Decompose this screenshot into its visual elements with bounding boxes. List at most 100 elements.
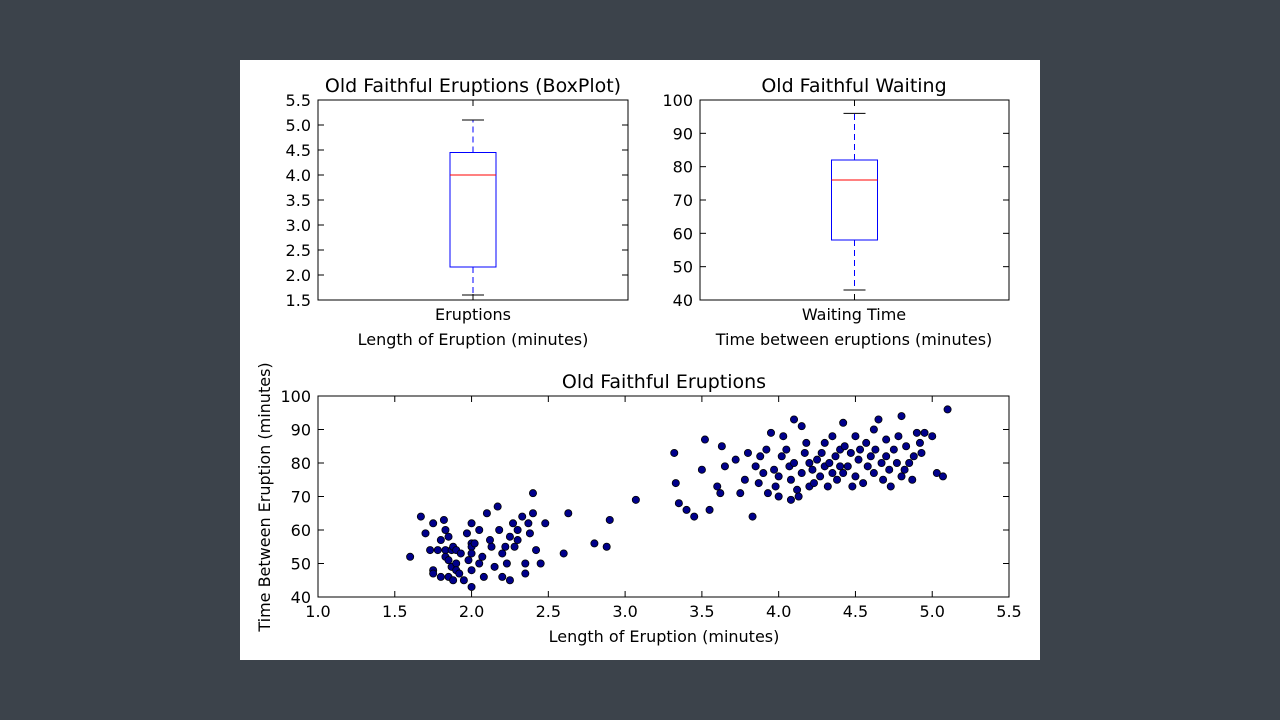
ytick-label: 100: [280, 387, 311, 406]
scatter-point: [859, 479, 868, 488]
scatter-point: [731, 455, 740, 464]
eruption-boxplot-category-label: Eruptions: [435, 305, 511, 324]
xtick-label: 1.5: [382, 602, 407, 621]
waiting-boxplot-marks: [831, 100, 878, 300]
ytick-label: 3.5: [286, 191, 311, 210]
scatter-point: [917, 448, 926, 457]
scatter-point: [521, 569, 530, 578]
scatter-point: [459, 576, 468, 585]
scatter-point: [501, 542, 510, 551]
ytick-label: 100: [662, 91, 693, 110]
scatter-point: [892, 458, 901, 467]
scatter-point: [820, 438, 829, 447]
eruption-boxplot-frame: [317, 99, 629, 301]
scatter-point: [800, 448, 809, 457]
scatter-point: [495, 525, 504, 534]
scatter-xlabel: Length of Eruption (minutes): [549, 627, 780, 646]
scatter-point: [771, 482, 780, 491]
xtick-label: 5.0: [919, 602, 944, 621]
scatter-point: [793, 485, 802, 494]
scatter-point: [736, 489, 745, 498]
scatter-point: [487, 542, 496, 551]
scatter-point: [828, 469, 837, 478]
iqr-box: [449, 152, 497, 268]
ytick-label: 90: [291, 421, 311, 440]
scatter-point: [779, 432, 788, 441]
scatter-point: [470, 539, 479, 548]
scatter-point: [740, 475, 749, 484]
scatter-point: [743, 448, 752, 457]
scatter-point: [823, 482, 832, 491]
scatter-point: [464, 556, 473, 565]
scatter-point: [897, 412, 906, 421]
scatter-point: [833, 475, 842, 484]
scatter-point: [605, 515, 614, 524]
scatter-point: [938, 472, 947, 481]
scatter-point: [525, 529, 534, 538]
scatter-point: [846, 448, 855, 457]
scatter-point: [871, 445, 880, 454]
scatter-point: [510, 542, 519, 551]
xtick-label: 2.0: [459, 602, 484, 621]
scatter-point: [762, 445, 771, 454]
scatter-point: [456, 549, 465, 558]
waiting-boxplot-category-label: Waiting Time: [802, 305, 906, 324]
xtick-label: 1.0: [305, 602, 330, 621]
scatter-point: [528, 509, 537, 518]
scatter-point: [897, 472, 906, 481]
scatter-point: [671, 479, 680, 488]
scatter-ylabel: Time Between Eruption (minutes): [255, 362, 274, 632]
scatter-point: [759, 469, 768, 478]
scatter-point: [817, 448, 826, 457]
scatter-point: [528, 489, 537, 498]
ytick-label: 60: [291, 521, 311, 540]
scatter-point: [498, 572, 507, 581]
scatter-point: [564, 509, 573, 518]
scatter-point: [498, 549, 507, 558]
ytick-label: 4.0: [286, 166, 311, 185]
scatter-point: [541, 519, 550, 528]
scatter-point: [455, 569, 464, 578]
scatter-point: [874, 415, 883, 424]
scatter-point: [763, 489, 772, 498]
waiting-boxplot-xlabel: Time between eruptions (minutes): [715, 330, 993, 349]
waiting-boxplot-yticks: 40 50 60 70 80 90 100: [662, 91, 1009, 310]
scatter-point: [856, 445, 865, 454]
scatter-point: [493, 502, 502, 511]
scatter-point: [770, 465, 779, 474]
scatter-point: [797, 469, 806, 478]
scatter-point: [475, 525, 484, 534]
xtick-label: 4.5: [843, 602, 868, 621]
scatter-point: [908, 475, 917, 484]
scatter-point: [485, 536, 494, 545]
scatter-point: [813, 455, 822, 464]
iqr-box: [831, 159, 878, 241]
scatter-point: [502, 559, 511, 568]
ytick-label: 2.0: [286, 266, 311, 285]
scatter-point: [682, 505, 691, 514]
eruption-boxplot-yticks: 1.5 2.0 2.5 3.0 3.5 4.0 4.5 5.0 5.5: [286, 91, 628, 310]
ytick-label: 80: [291, 454, 311, 473]
ytick-label: 40: [673, 291, 693, 310]
scatter-point: [756, 452, 765, 461]
scatter-point: [505, 532, 514, 541]
scatter-point: [452, 559, 461, 568]
scatter-point: [786, 475, 795, 484]
ytick-label: 70: [291, 488, 311, 507]
scatter-point: [839, 469, 848, 478]
scatter-point: [713, 482, 722, 491]
scatter-point: [479, 572, 488, 581]
scatter-point: [920, 428, 929, 437]
scatter-point: [559, 549, 568, 558]
scatter-point: [467, 519, 476, 528]
scatter-point: [478, 552, 487, 561]
scatter-point: [863, 462, 872, 471]
scatter-point: [802, 438, 811, 447]
scatter-point: [720, 462, 729, 471]
ytick-label: 50: [673, 258, 693, 277]
ytick-label: 80: [673, 158, 693, 177]
scatter-point: [436, 536, 445, 545]
scatter-point: [449, 576, 458, 585]
scatter-point: [521, 559, 530, 568]
scatter-point: [524, 519, 533, 528]
